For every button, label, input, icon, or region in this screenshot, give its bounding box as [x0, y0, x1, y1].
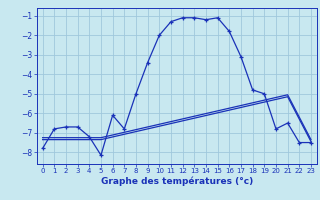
X-axis label: Graphe des températures (°c): Graphe des températures (°c): [101, 177, 253, 186]
